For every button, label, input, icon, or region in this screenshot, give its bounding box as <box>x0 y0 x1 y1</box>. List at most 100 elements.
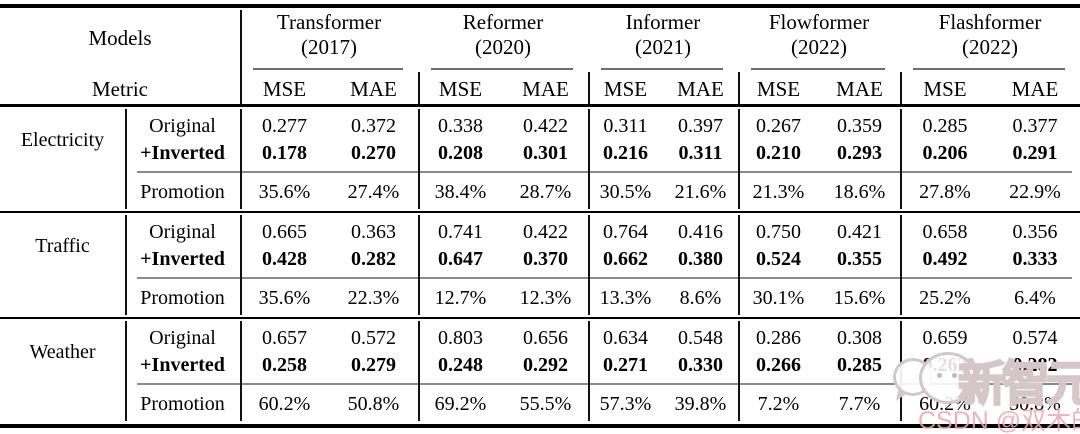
value-cell: 0.338 <box>438 115 483 137</box>
table-header: Models Metric Transformer (2017) MSE MAE… <box>0 8 1080 104</box>
value-cell: 0.422 <box>523 221 568 243</box>
model-name: Informer <box>625 10 701 34</box>
model-year: (2020) <box>475 35 531 59</box>
column-divider <box>900 215 902 315</box>
watermark-logo-text: 新智元 <box>957 357 1080 412</box>
value-cell: 0.279 <box>351 354 396 376</box>
value-cell: 0.803 <box>438 327 483 349</box>
value-cell: 0.416 <box>678 221 723 243</box>
promotion-separator-rule <box>137 171 1072 173</box>
metric-subheaders: MSE MAE <box>738 74 900 104</box>
mse-header: MSE <box>603 77 648 101</box>
value-cell: 0.248 <box>438 354 483 376</box>
value-cell: 12.7% <box>434 287 487 309</box>
model-group-header: Flashformer (2022) MSE MAE <box>900 8 1080 104</box>
value-cell: 0.282 <box>1012 354 1058 376</box>
value-cell: 0.286 <box>756 327 801 349</box>
value-cell: 12.3% <box>519 287 572 309</box>
row-label: +Inverted <box>140 354 225 376</box>
column-divider <box>588 215 590 315</box>
model-name: Flashformer <box>938 10 1042 34</box>
table-row: +Inverted 0.178 0.270 0.208 0.301 0.216 … <box>0 140 1080 167</box>
table-row: Original 0.657 0.572 0.803 0.656 0.634 0… <box>0 325 1080 352</box>
value-cell: 39.8% <box>674 393 727 415</box>
value-cell: 0.750 <box>756 221 801 243</box>
model-year: (2022) <box>962 35 1018 59</box>
column-divider <box>738 215 740 315</box>
value-cell: 0.311 <box>603 115 648 137</box>
group-underline <box>253 68 403 70</box>
dataset-label: Electricity <box>20 128 105 151</box>
value-cell: 0.421 <box>837 221 882 243</box>
value-cell: 22.3% <box>347 287 400 309</box>
value-cell: 0.292 <box>523 354 568 376</box>
value-cell: 0.216 <box>603 142 648 164</box>
metric-subheaders: MSE MAE <box>588 74 738 104</box>
value-cell: 0.311 <box>678 142 723 164</box>
bubble-eye-icon <box>937 373 942 378</box>
value-cell: 69.2% <box>434 393 487 415</box>
value-cell: 55.5% <box>519 393 572 415</box>
value-cell: 0.659 <box>922 327 968 349</box>
value-cell: 0.285 <box>922 115 968 137</box>
mae-header: MAE <box>677 77 724 101</box>
value-cell: 15.6% <box>833 287 886 309</box>
value-cell: 0.662 <box>603 248 648 270</box>
value-cell: 0.524 <box>756 248 801 270</box>
dataset-section: Weather Original 0.657 0.572 0.803 0.656… <box>0 319 1080 423</box>
table-row: Promotion 35.6% 22.3% 12.7% 12.3% 13.3% … <box>0 284 1080 313</box>
column-divider <box>588 109 590 209</box>
value-cell: 0.208 <box>438 142 483 164</box>
value-cell: 35.6% <box>258 287 311 309</box>
value-cell: 21.6% <box>674 181 727 203</box>
value-cell: 50.8% <box>1009 393 1061 415</box>
value-cell: 0.266 <box>756 354 801 376</box>
model-name: Flowformer <box>768 10 870 34</box>
column-divider <box>900 72 902 104</box>
value-cell: 0.492 <box>922 248 968 270</box>
value-cell: 7.7% <box>838 393 881 415</box>
column-divider <box>125 215 127 315</box>
value-cell: 35.6% <box>258 181 311 203</box>
value-cell: 0.282 <box>351 248 396 270</box>
column-divider <box>240 109 242 209</box>
value-cell: 0.301 <box>523 142 568 164</box>
watermark-credit-text: CSDN @双木的木 <box>918 407 1080 434</box>
value-cell: 0.356 <box>1012 221 1058 243</box>
model-group-header: Informer (2021) MSE MAE <box>588 8 738 104</box>
value-cell: 0.741 <box>438 221 483 243</box>
column-divider <box>418 321 420 421</box>
row-label: Promotion <box>140 181 225 203</box>
row-label: Original <box>149 221 216 243</box>
mse-header: MSE <box>438 77 483 101</box>
metric-subheaders: MSE MAE <box>900 74 1080 104</box>
value-cell: 28.7% <box>519 181 572 203</box>
value-cell: 0.764 <box>603 221 648 243</box>
column-divider <box>588 72 590 104</box>
column-divider <box>588 321 590 421</box>
column-divider <box>418 215 420 315</box>
section-divider <box>0 211 1080 213</box>
row-label: Promotion <box>140 393 225 415</box>
value-cell: 0.380 <box>678 248 723 270</box>
metric-subheaders: MSE MAE <box>418 74 588 104</box>
value-cell: 0.308 <box>837 327 882 349</box>
table-row: Original 0.277 0.372 0.338 0.422 0.311 0… <box>0 113 1080 140</box>
group-underline <box>431 68 573 70</box>
value-cell: 6.4% <box>1014 287 1056 309</box>
column-divider <box>240 215 242 315</box>
value-cell: 0.277 <box>262 115 307 137</box>
column-divider <box>418 109 420 209</box>
metric-header-label: Metric <box>92 77 148 101</box>
bottom-rule <box>0 424 1080 428</box>
top-rule <box>0 4 1080 8</box>
header-bottom-rule <box>0 104 1080 107</box>
group-underline <box>601 68 723 70</box>
column-divider <box>240 321 242 421</box>
value-cell: 27.4% <box>347 181 400 203</box>
value-cell: 30.5% <box>599 181 652 203</box>
column-divider <box>738 321 740 421</box>
dataset-section: Traffic Original 0.665 0.363 0.741 0.422… <box>0 213 1080 317</box>
models-header-label: Models <box>88 26 152 50</box>
